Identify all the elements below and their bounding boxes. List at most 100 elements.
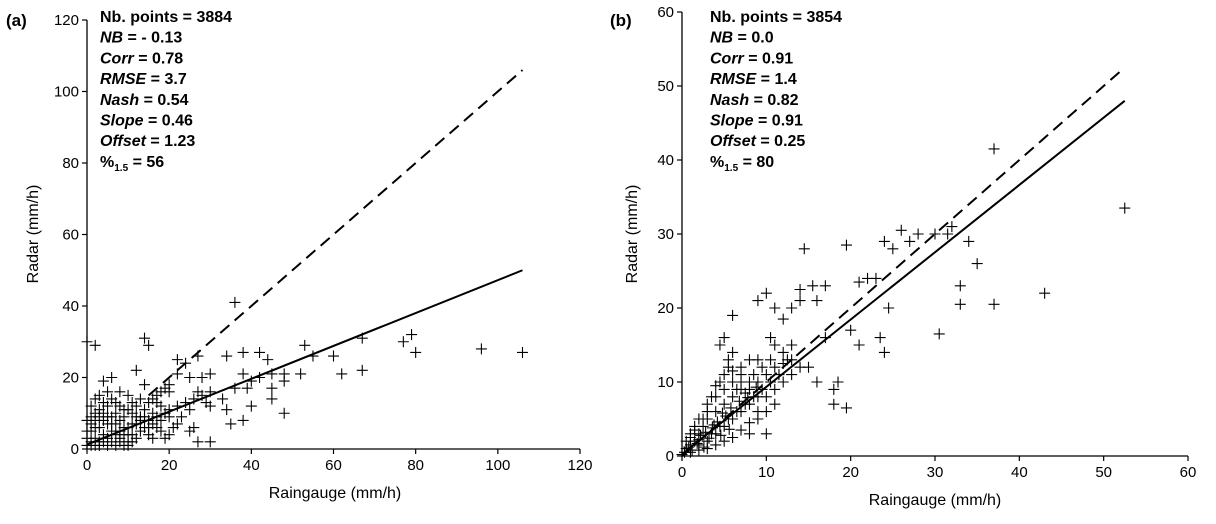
panel-b-point-114	[689, 424, 701, 436]
panel-b-x-tick-label-2: 20	[842, 464, 859, 481]
panel-b-point-128	[752, 376, 764, 388]
panel-b-y-tick-label-6: 60	[657, 4, 674, 21]
panel-b-stat-7-key: %	[710, 154, 724, 171]
panel-a-stat-5: Slope = 0.46	[100, 113, 193, 130]
panel-b-point-59	[727, 391, 739, 403]
panel-a-stats: Nb. points = 3884 NB = - 0.13 Corr = 0.78 R…	[100, 9, 232, 174]
panel-b-point-33	[807, 280, 819, 292]
panel-b-point-53	[727, 309, 739, 321]
panel-b-points	[676, 143, 1131, 461]
panel-b-point-83	[794, 361, 806, 373]
panel-b-point-131	[765, 354, 777, 366]
panel-b-stat-7: %1.5 = 80	[710, 154, 774, 174]
panel-a-stat-0-value: 3884	[196, 9, 232, 26]
panel-b-point-43	[769, 339, 781, 351]
panel-a-point-110	[110, 407, 122, 419]
panel-b-point-117	[706, 391, 718, 403]
panel-b-stat-3-value: 1.4	[774, 71, 796, 88]
panel-a-stat-0: Nb. points = 3884	[100, 9, 232, 26]
panel-b-point-82	[786, 369, 798, 381]
panel-a-y-tick-label-0: 0	[71, 441, 79, 458]
panel-b-x-tick-label-1: 10	[758, 464, 775, 481]
panel-a-point-53	[188, 422, 200, 434]
panel-b-point-111	[769, 398, 781, 410]
panel-a-point-59	[278, 407, 290, 419]
panel-b-stat-0: Nb. points = 3854	[710, 9, 842, 26]
panel-a-point-29	[278, 375, 290, 387]
panel-a-stat-2: Corr = 0.78	[100, 50, 183, 67]
panel-b-point-155	[723, 423, 735, 435]
panel-a-y-tick-label-6: 120	[54, 12, 79, 29]
panel-a-point-162	[200, 397, 212, 409]
panel-b-point-81	[777, 376, 789, 388]
panel-a-point-107	[97, 397, 109, 409]
panel-b-point-104	[710, 439, 722, 451]
panel-a-point-44	[97, 375, 109, 387]
panel-b-point-55	[714, 339, 726, 351]
panel-b-point-26	[840, 402, 852, 414]
panel-a-point-151	[147, 418, 159, 430]
panel-b-stat-2: Corr = 0.91	[710, 50, 793, 67]
panel-a-letter: (a)	[6, 11, 27, 30]
panel-a-point-140	[102, 411, 114, 423]
panel-b-stat-6-key: Offset	[710, 133, 757, 150]
panel-b-point-35	[794, 295, 806, 307]
panel-a-y-ticks: 0 20 40 60 80 100 120	[54, 12, 87, 458]
panel-a-point-19	[475, 343, 487, 355]
panel-b-point-122	[727, 365, 739, 377]
panel-b-stat-1-key: NB	[710, 30, 733, 47]
panel-a-point-31	[241, 382, 253, 394]
panel-a-point-116	[134, 393, 146, 405]
panel-a: (a) 0 20 40 60 80 100 120 0 20 40 60 80 100 120 Rain…	[6, 9, 593, 502]
panel-b-point-90	[735, 361, 747, 373]
panel-b-point-32	[811, 295, 823, 307]
panel-b-point-49	[760, 428, 772, 440]
panel-b-point-7	[988, 298, 1000, 310]
panel-b-stat-2-key: Corr	[710, 50, 745, 67]
panel-b-point-119	[714, 376, 726, 388]
panel-b-point-20	[870, 272, 882, 284]
panel-a-point-142	[110, 418, 122, 430]
panel-a-y-tick-label-5: 100	[54, 84, 79, 101]
panel-b-point-28	[828, 383, 840, 395]
panel-a-point-58	[266, 393, 278, 405]
panel-a-point-135	[126, 436, 138, 448]
panel-b-point-88	[718, 383, 730, 395]
panel-b-point-108	[743, 417, 755, 429]
panel-a-point-115	[130, 400, 142, 412]
panel-a-y-tick-label-4: 80	[62, 155, 79, 172]
panel-a-x-tick-label-6: 120	[567, 457, 592, 474]
panel-a-point-10	[254, 346, 266, 358]
panel-a-point-113	[122, 404, 134, 416]
panel-b-one-to-one-line	[681, 66, 1126, 457]
panel-a-x-tick-label-1: 20	[161, 457, 178, 474]
panel-a-stat-6: Offset = 1.23	[100, 133, 195, 150]
panel-b-point-31	[819, 280, 831, 292]
panel-a-point-1	[139, 332, 151, 344]
panel-b-stat-0-value: 3854	[806, 9, 842, 26]
panel-a-point-57	[237, 414, 249, 426]
panel-b-stat-6-value: 0.25	[774, 133, 805, 150]
panel-a-point-98	[155, 425, 167, 437]
panel-a-y-tick-label-1: 20	[62, 370, 79, 387]
panel-b-letter: (b)	[610, 11, 632, 30]
panel-b-point-9	[946, 221, 958, 233]
panel-b-point-38	[798, 243, 810, 255]
panel-b-stats: Nb. points = 3854 NB = 0.0 Corr = 0.91 RMSE…	[710, 9, 842, 174]
panel-b-point-124	[735, 376, 747, 388]
panel-b-point-5	[954, 280, 966, 292]
panel-b-point-121	[722, 354, 734, 366]
panel-b-point-10	[942, 228, 954, 240]
panel-b-point-153	[715, 429, 727, 441]
panel-b-point-130	[760, 369, 772, 381]
panel-b-point-54	[718, 332, 730, 344]
panel-b-point-60	[718, 398, 730, 410]
panel-b-point-6	[954, 298, 966, 310]
panel-a-stat-2-key: Corr	[100, 50, 135, 67]
panel-b-point-115	[697, 413, 709, 425]
panel-a-point-16	[397, 336, 409, 348]
panel-a-stat-3-value: 3.7	[164, 71, 186, 88]
panel-a-lines	[86, 69, 524, 446]
panel-a-point-41	[130, 364, 142, 376]
